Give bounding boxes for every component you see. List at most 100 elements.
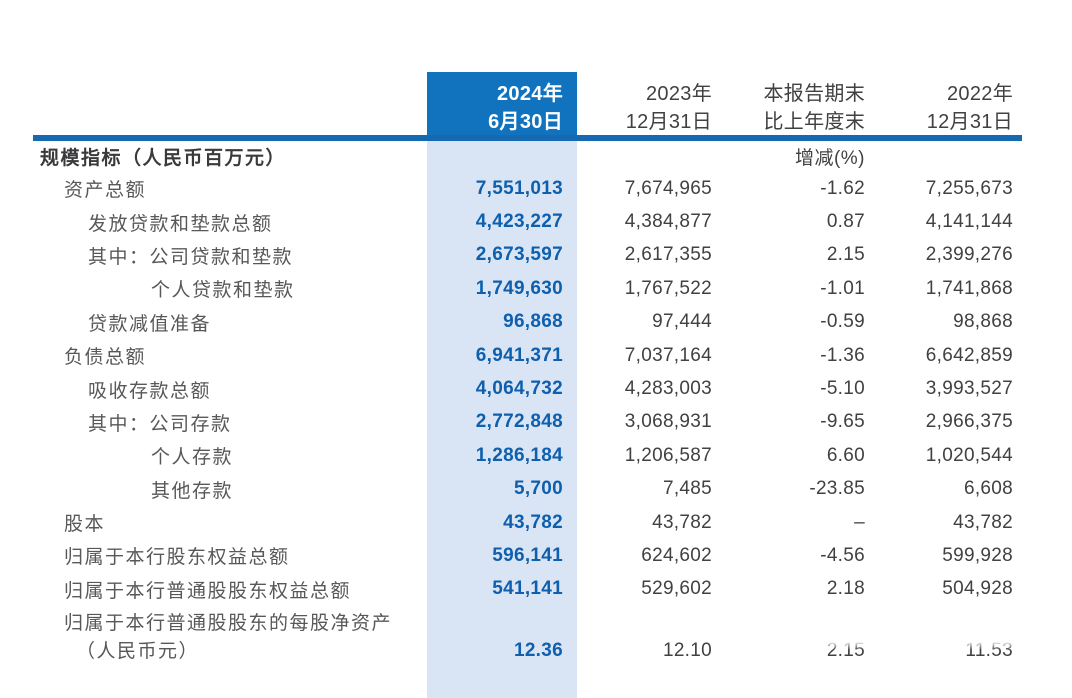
value-2022: 2,399,276	[925, 244, 1013, 266]
table-row: 归属于本行普通股股东权益总额 541,141 529,602 2.18 504,…	[33, 573, 1022, 606]
value-change: 2.15	[712, 637, 869, 666]
value-2022: 7,255,673	[925, 177, 1013, 199]
value-change: 2.18	[826, 578, 865, 600]
value-2023: 97,444	[652, 311, 712, 333]
value-change: 0.87	[826, 211, 865, 233]
value-2024: 1,286,184	[475, 444, 563, 466]
value-2024: 96,868	[503, 311, 563, 333]
column-header-2024: 2024年 6月30日	[427, 72, 577, 136]
table-row: 其中：公司贷款和垫款 2,673,597 2,617,355 2.15 2,39…	[33, 239, 1022, 272]
value-change: -5.10	[820, 378, 865, 400]
row-label: 其中：公司存款	[88, 413, 232, 435]
value-2023: 7,674,965	[624, 177, 712, 199]
row-label: 资产总额	[64, 180, 147, 202]
value-2022: 599,928	[942, 544, 1013, 566]
value-2023: 4,384,877	[624, 211, 712, 233]
table-row: 其他存款 5,700 7,485 -23.85 6,608	[33, 473, 1022, 506]
value-change: 6.60	[826, 444, 865, 466]
value-change: –	[854, 511, 865, 533]
row-label: 个人贷款和垫款	[151, 280, 295, 302]
value-2022: 11.53	[865, 637, 1022, 666]
section-title-row: 规模指标（人民币百万元） 增减(%)	[33, 140, 1022, 172]
value-change: -23.85	[809, 478, 865, 500]
value-2022: 43,782	[953, 511, 1013, 533]
value-change: -0.59	[820, 311, 865, 333]
row-label: 归属于本行普通股股东权益总额	[64, 580, 352, 602]
value-2023: 4,283,003	[624, 378, 712, 400]
value-change: 2.15	[826, 244, 865, 266]
value-2022: 1,020,544	[925, 444, 1013, 466]
value-2024: 43,782	[503, 511, 563, 533]
value-change: -9.65	[820, 411, 865, 433]
value-change: -1.62	[820, 177, 865, 199]
column-header-2023: 2023年 12月31日	[577, 72, 712, 136]
row-label: 个人存款	[151, 447, 234, 469]
table-row: 归属于本行股东权益总额 596,141 624,602 -4.56 599,92…	[33, 539, 1022, 572]
header-divider-rule	[33, 135, 1022, 141]
value-2023: 529,602	[641, 578, 712, 600]
column-header-2022-line2: 12月31日	[926, 111, 1013, 133]
value-2024: 7,551,013	[475, 177, 563, 199]
value-2023: 1,206,587	[624, 444, 712, 466]
section-title: 规模指标（人民币百万元）	[40, 147, 287, 169]
column-header-change: 本报告期末 比上年度末	[712, 72, 865, 136]
column-header-2022: 2022年 12月31日	[865, 72, 1022, 136]
row-label: 负债总额	[64, 347, 147, 369]
table-row: 贷款减值准备 96,868 97,444 -0.59 98,868	[33, 306, 1022, 339]
value-2022: 3,993,527	[925, 378, 1013, 400]
table-row: 吸收存款总额 4,064,732 4,283,003 -5.10 3,993,5…	[33, 372, 1022, 405]
value-2022: 4,141,144	[925, 211, 1013, 233]
value-2024: 6,941,371	[475, 344, 563, 366]
table-row: 其中：公司存款 2,772,848 3,068,931 -9.65 2,966,…	[33, 406, 1022, 439]
column-header-2023-line2: 12月31日	[625, 111, 712, 133]
current-period-column-band	[427, 140, 577, 698]
row-label: 贷款减值准备	[88, 313, 212, 335]
value-2024: 4,423,227	[475, 211, 563, 233]
table-row: 个人存款 1,286,184 1,206,587 6.60 1,020,544	[33, 439, 1022, 472]
column-header-2024-line1: 2024年	[497, 83, 563, 105]
value-2023: 1,767,522	[624, 277, 712, 299]
change-unit-label: 增减(%)	[794, 147, 865, 169]
row-label: 股本	[64, 514, 106, 536]
row-label-line1: 归属于本行普通股股东的每股净资产	[64, 613, 393, 635]
value-change: -1.36	[820, 344, 865, 366]
current-period-header-box	[427, 72, 577, 141]
value-2024: 12.36	[513, 640, 563, 662]
column-header-2023-line1: 2023年	[646, 83, 712, 105]
value-change: -4.56	[820, 544, 865, 566]
row-label: 发放贷款和垫款总额	[88, 213, 273, 235]
table-header-row: 2024年 6月30日 2023年 12月31日 本报告期末 比上年度末 202…	[33, 72, 1022, 140]
table-row: 归属于本行普通股股东的每股净资产 （人民币元） 12.36 12.10 2.15…	[33, 606, 1022, 666]
value-2023: 3,068,931	[624, 411, 712, 433]
table-row: 发放贷款和垫款总额 4,423,227 4,384,877 0.87 4,141…	[33, 205, 1022, 238]
value-2024: 2,772,848	[475, 411, 563, 433]
financial-indicators-table: 2024年 6月30日 2023年 12月31日 本报告期末 比上年度末 202…	[33, 72, 1022, 666]
row-label: 归属于本行股东权益总额	[64, 547, 290, 569]
value-2024: 596,141	[492, 544, 563, 566]
value-2023: 2,617,355	[624, 244, 712, 266]
value-2024: 5,700	[513, 478, 563, 500]
value-change: -1.01	[820, 277, 865, 299]
value-2022: 2,966,375	[925, 411, 1013, 433]
value-2023: 12.10	[662, 640, 712, 662]
value-2024: 2,673,597	[475, 244, 563, 266]
value-2022: 98,868	[953, 311, 1013, 333]
table-row: 股本 43,782 43,782 – 43,782	[33, 506, 1022, 539]
value-2022: 6,642,859	[925, 344, 1013, 366]
row-label: 其中：公司贷款和垫款	[88, 246, 294, 268]
value-2022: 6,608	[963, 478, 1013, 500]
row-label-line2: （人民币元）	[76, 641, 200, 663]
value-2024: 1,749,630	[475, 277, 563, 299]
value-2022: 504,928	[942, 578, 1013, 600]
value-2024: 541,141	[492, 578, 563, 600]
value-2023: 43,782	[652, 511, 712, 533]
table-row: 个人贷款和垫款 1,749,630 1,767,522 -1.01 1,741,…	[33, 272, 1022, 305]
row-label: 吸收存款总额	[88, 380, 212, 402]
row-label: 其他存款	[151, 480, 234, 502]
column-header-change-line1: 本报告期末	[763, 83, 865, 105]
value-2022: 1,741,868	[925, 277, 1013, 299]
value-2023: 7,485	[662, 478, 712, 500]
value-2023: 7,037,164	[624, 344, 712, 366]
row-label: 归属于本行普通股股东的每股净资产 （人民币元）	[33, 610, 427, 666]
